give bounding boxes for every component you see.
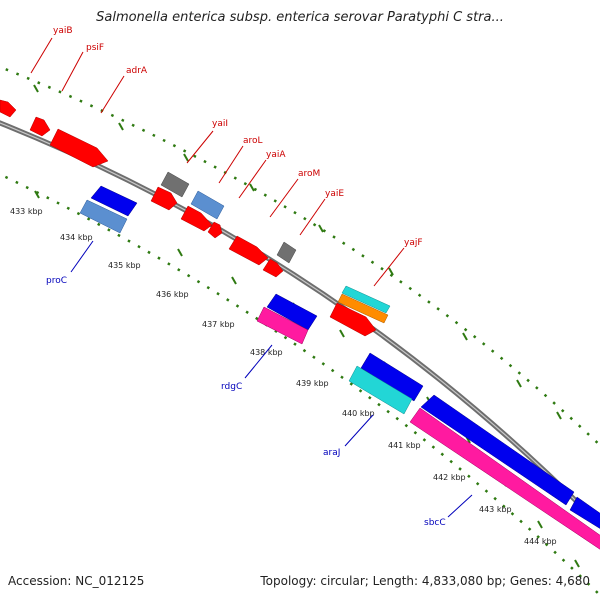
kbp-label: 442 kbp [433,473,466,482]
kbp-label: 443 kbp [479,505,512,514]
gene-arrow[interactable] [276,241,297,264]
gene-label-rdgC[interactable]: rdgC [221,382,242,392]
gene-arrow[interactable] [49,128,109,168]
gene-arrow[interactable] [90,185,138,217]
gene-arrow[interactable] [360,352,424,402]
outer-major-ticks [33,84,562,420]
kbp-label: 433 kbp [10,207,43,216]
gene-label-aroM[interactable]: aroM [298,169,320,179]
forward-genes [0,99,391,337]
gene-label-aroL[interactable]: aroL [243,136,263,146]
gene-arrow[interactable] [150,186,178,211]
reverse-genes [79,185,600,552]
gene-arrow[interactable] [262,258,284,278]
forward-gene-labels: yaiB psiF adrA yaiI aroL yaiA aroM yaiE … [53,26,423,248]
kbp-label: 439 kbp [296,379,329,388]
gene-arrow[interactable] [160,171,190,198]
gene-arrow[interactable] [190,190,225,220]
kbp-label: 435 kbp [108,261,141,270]
gene-label-yajF[interactable]: yajF [404,238,423,248]
gene-label-sbcC[interactable]: sbcC [424,518,446,528]
gene-arrow[interactable] [337,293,389,324]
gene-label-adrA[interactable]: adrA [126,66,148,76]
gene-label-yaiB[interactable]: yaiB [53,26,73,36]
gene-arrow[interactable] [341,285,391,314]
gene-arrow[interactable] [409,407,600,552]
kbp-label: 434 kbp [60,233,93,242]
gene-arrow[interactable] [207,221,223,239]
reverse-gene-labels: proC rdgC araJ sbcC [46,276,446,528]
gene-arrow[interactable] [79,199,128,234]
gene-label-proC[interactable]: proC [46,276,67,286]
gene-arrow[interactable] [569,496,600,531]
gene-arrow[interactable] [0,99,17,118]
gene-label-yaiE[interactable]: yaiE [325,189,344,199]
topology-summary: Topology: circular; Length: 4,833,080 bp… [260,574,590,588]
reverse-label-leaders [70,240,473,518]
kbp-label: 440 kbp [342,409,375,418]
kbp-label: 441 kbp [388,441,421,450]
gene-arrow[interactable] [29,116,51,137]
gene-arrow[interactable] [329,302,377,337]
gene-label-yaiA[interactable]: yaiA [266,150,286,160]
gene-arrow[interactable] [228,235,269,266]
outer-tick-track [0,65,600,447]
kbp-label: 436 kbp [156,290,189,299]
gene-label-yaiI[interactable]: yaiI [212,119,228,129]
gene-label-psiF[interactable]: psiF [86,43,104,53]
gene-arrow[interactable] [256,306,309,345]
gene-arrow[interactable] [420,394,575,506]
forward-label-leaders [30,37,405,287]
gene-label-araJ[interactable]: araJ [323,448,340,458]
map-title: Salmonella enterica subsp. enterica sero… [96,10,504,25]
inner-tick-track [0,173,600,597]
gene-arrow[interactable] [180,205,213,232]
accession-text: Accession: NC_012125 [8,574,145,588]
kbp-label: 437 kbp [202,320,235,329]
gene-arrow[interactable] [348,365,413,415]
kbp-label: 444 kbp [524,537,557,546]
